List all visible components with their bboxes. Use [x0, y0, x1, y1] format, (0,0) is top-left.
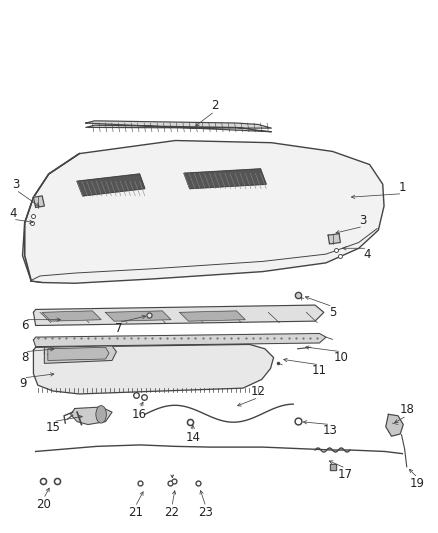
Polygon shape: [33, 196, 44, 207]
Text: 6: 6: [21, 319, 28, 332]
Polygon shape: [33, 305, 324, 326]
Polygon shape: [33, 334, 326, 346]
Circle shape: [96, 406, 106, 423]
Text: 4: 4: [9, 207, 17, 220]
Text: 16: 16: [132, 408, 147, 421]
Polygon shape: [44, 346, 117, 364]
Polygon shape: [33, 344, 274, 394]
Text: 11: 11: [312, 364, 327, 377]
Text: 9: 9: [20, 377, 27, 390]
Polygon shape: [180, 311, 245, 321]
Text: 1: 1: [399, 181, 406, 195]
Polygon shape: [71, 407, 112, 424]
Polygon shape: [184, 169, 266, 189]
Text: 23: 23: [198, 506, 213, 519]
Polygon shape: [106, 311, 171, 321]
Polygon shape: [386, 414, 403, 436]
Text: 17: 17: [338, 467, 353, 481]
Text: 7: 7: [115, 322, 122, 335]
Text: 12: 12: [251, 385, 266, 398]
Polygon shape: [77, 174, 145, 196]
Text: 10: 10: [334, 351, 349, 364]
Text: 19: 19: [410, 477, 425, 490]
Text: 2: 2: [211, 99, 219, 112]
Polygon shape: [48, 348, 109, 360]
Text: 14: 14: [185, 431, 200, 444]
Text: 20: 20: [36, 498, 51, 511]
Text: 15: 15: [46, 421, 60, 434]
Text: 21: 21: [127, 506, 143, 519]
Text: 5: 5: [329, 306, 336, 319]
Text: 4: 4: [364, 248, 371, 261]
Text: 3: 3: [360, 214, 367, 227]
Text: 3: 3: [12, 177, 20, 191]
Text: 18: 18: [399, 403, 414, 416]
Polygon shape: [22, 141, 384, 283]
Text: 13: 13: [323, 424, 338, 437]
Polygon shape: [86, 121, 272, 132]
Polygon shape: [42, 311, 101, 321]
Text: 22: 22: [164, 506, 179, 519]
Polygon shape: [328, 234, 340, 244]
Text: 8: 8: [21, 351, 28, 364]
